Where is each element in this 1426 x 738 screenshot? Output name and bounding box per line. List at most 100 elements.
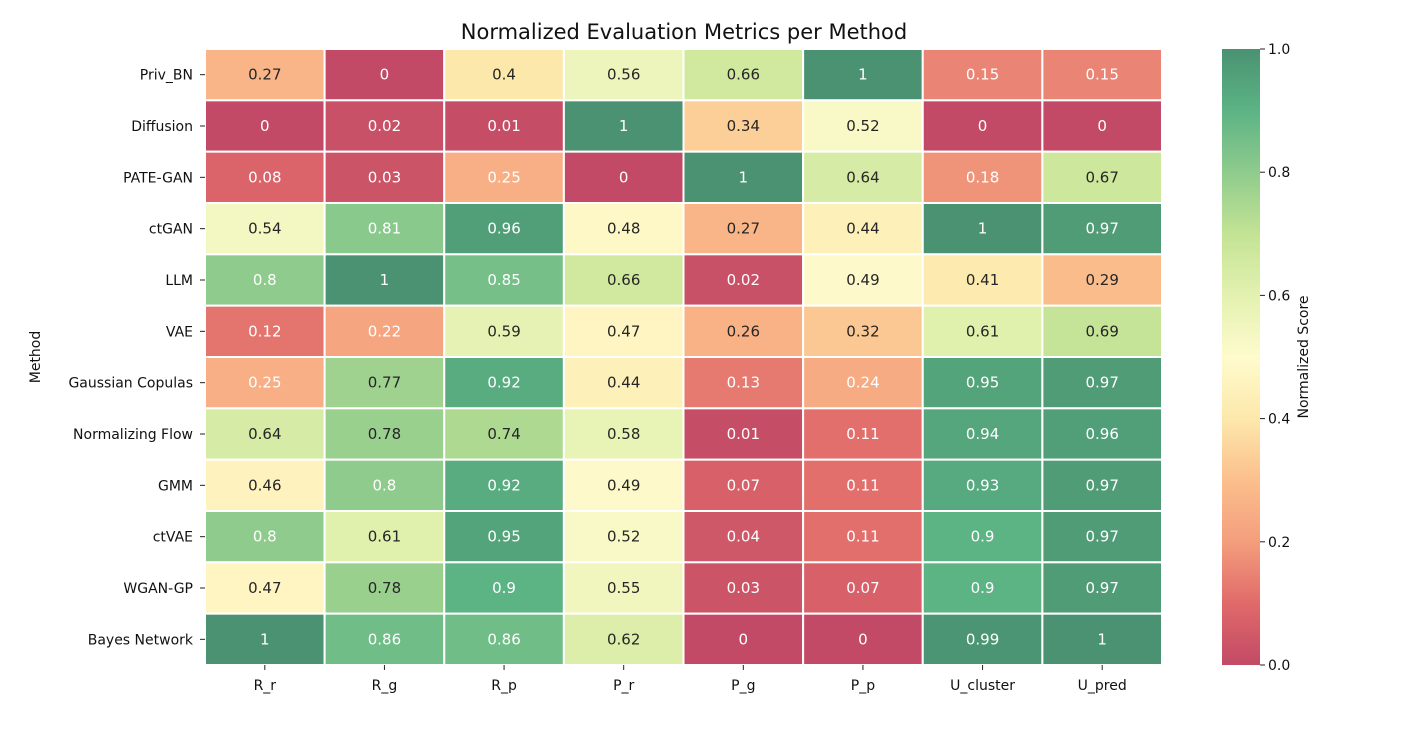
heatmap-cell bbox=[443, 202, 565, 256]
cell-value-label: 0.9 bbox=[971, 528, 995, 546]
heatmap-cell bbox=[323, 458, 446, 512]
cell-value-label: 0.93 bbox=[966, 476, 999, 494]
cell-value-label: 0.8 bbox=[253, 528, 277, 546]
x-tick-label: P_g bbox=[731, 678, 755, 694]
heatmap-cell bbox=[682, 253, 805, 307]
heatmap-cell bbox=[921, 356, 1044, 410]
cell-value-label: 1 bbox=[1097, 630, 1107, 648]
colorbar-tick-label: 1.0 bbox=[1268, 42, 1290, 58]
heatmap-cell bbox=[1041, 356, 1163, 410]
cell-value-label: 1 bbox=[858, 66, 868, 84]
cell-value-label: 0.95 bbox=[487, 528, 520, 546]
y-tick-label: GMM bbox=[158, 478, 193, 494]
cell-value-label: 0 bbox=[1097, 117, 1107, 135]
cell-value-label: 0.86 bbox=[368, 630, 401, 648]
cell-value-label: 1 bbox=[260, 630, 270, 648]
cell-value-label: 0 bbox=[260, 117, 270, 135]
cell-value-label: 0.15 bbox=[1085, 66, 1118, 84]
cell-value-label: 0.29 bbox=[1085, 271, 1118, 289]
cell-value-label: 0.9 bbox=[971, 579, 995, 597]
heatmap-cell bbox=[682, 304, 805, 358]
cell-value-label: 0 bbox=[858, 630, 868, 648]
x-tick-labels: R_r R_g R_p P_r P_g P_p U_cluster U_pred bbox=[254, 665, 1127, 694]
cell-value-label: 0.97 bbox=[1085, 476, 1118, 494]
x-tick-label: U_cluster bbox=[950, 678, 1015, 694]
cell-value-label: 0.44 bbox=[846, 220, 879, 238]
cell-value-label: 0.55 bbox=[607, 579, 640, 597]
heatmap-cell bbox=[1041, 150, 1163, 205]
heatmap-cell bbox=[682, 561, 805, 615]
heatmap-cell bbox=[1041, 612, 1163, 667]
cell-value-label: 0.74 bbox=[487, 425, 520, 443]
cell-value-label: 1 bbox=[380, 271, 390, 289]
cell-value-label: 0.86 bbox=[487, 630, 520, 648]
y-tick-label: Gaussian Copulas bbox=[68, 376, 193, 392]
heatmap-cell bbox=[802, 99, 924, 153]
heatmap-cell bbox=[921, 202, 1044, 256]
heatmap-cell bbox=[682, 202, 805, 256]
heatmap-cell bbox=[802, 48, 924, 102]
y-tick-label: ctGAN bbox=[149, 222, 193, 238]
cell-value-label: 0.15 bbox=[966, 66, 999, 84]
cell-value-label: 0.03 bbox=[368, 168, 401, 186]
cell-value-label: 0.78 bbox=[368, 425, 401, 443]
heatmap-cell bbox=[323, 356, 446, 410]
colorbar-label: Normalized Score bbox=[1296, 295, 1312, 418]
chart-title: Normalized Evaluation Metrics per Method bbox=[461, 20, 907, 44]
y-tick-label: VAE bbox=[166, 324, 193, 340]
heatmap-cell bbox=[921, 510, 1044, 564]
heatmap-cell bbox=[323, 561, 446, 615]
heatmap-cell bbox=[921, 612, 1044, 667]
cell-value-label: 0.02 bbox=[368, 117, 401, 135]
cell-value-label: 0.22 bbox=[368, 322, 401, 340]
cell-value-label: 0.8 bbox=[373, 476, 397, 494]
heatmap-cell bbox=[921, 304, 1044, 358]
cell-value-label: 0.66 bbox=[727, 66, 760, 84]
y-tick-label: LLM bbox=[165, 273, 193, 289]
cell-value-label: 0.01 bbox=[487, 117, 520, 135]
cell-value-label: 0.25 bbox=[487, 168, 520, 186]
y-tick-label: Diffusion bbox=[131, 119, 193, 135]
cell-value-label: 0 bbox=[978, 117, 988, 135]
heatmap-cell bbox=[682, 510, 805, 564]
cell-value-label: 0.11 bbox=[846, 528, 879, 546]
cell-value-label: 0.4 bbox=[492, 66, 516, 84]
cell-value-label: 0 bbox=[380, 66, 390, 84]
heatmap-cell bbox=[323, 150, 446, 205]
cell-value-label: 0.67 bbox=[1085, 168, 1118, 186]
cell-value-label: 0.08 bbox=[248, 168, 281, 186]
heatmap-cell bbox=[204, 612, 326, 667]
heatmap-cell bbox=[443, 356, 565, 410]
cell-value-label: 0.34 bbox=[727, 117, 760, 135]
x-tick-label: R_g bbox=[372, 678, 398, 694]
cell-value-label: 0.49 bbox=[607, 476, 640, 494]
heatmap-cell bbox=[443, 458, 565, 512]
heatmap-cells: 0.27 0 0.4 0.56 0.66 1 0.15 0.15 0 0.02 0.01 1 0.34 0… bbox=[204, 48, 1163, 667]
heatmap-cell bbox=[1041, 99, 1163, 153]
cell-value-label: 0.78 bbox=[368, 579, 401, 597]
cell-value-label: 0.46 bbox=[248, 476, 281, 494]
colorbar-tick-label: 0.6 bbox=[1268, 288, 1290, 304]
y-axis-label: Method bbox=[28, 331, 44, 384]
y-tick-label: WGAN-GP bbox=[123, 581, 193, 597]
x-tick-label: U_pred bbox=[1078, 678, 1127, 694]
cell-value-label: 0.44 bbox=[607, 374, 640, 392]
x-tick-label: R_r bbox=[254, 678, 277, 694]
heatmap-cell bbox=[443, 407, 565, 461]
cell-value-label: 0.99 bbox=[966, 630, 999, 648]
heatmap-cell bbox=[204, 356, 326, 410]
cell-value-label: 0.9 bbox=[492, 579, 516, 597]
cell-value-label: 0.97 bbox=[1085, 374, 1118, 392]
heatmap-cell bbox=[682, 356, 805, 410]
heatmap-cell bbox=[443, 150, 565, 205]
cell-value-label: 0.58 bbox=[607, 425, 640, 443]
heatmap-cell bbox=[1041, 510, 1163, 564]
cell-value-label: 0.61 bbox=[368, 528, 401, 546]
cell-value-label: 0.95 bbox=[966, 374, 999, 392]
cell-value-label: 0.52 bbox=[607, 528, 640, 546]
cell-value-label: 0.66 bbox=[607, 271, 640, 289]
cell-value-label: 0.07 bbox=[846, 579, 879, 597]
cell-value-label: 0.27 bbox=[248, 66, 281, 84]
cell-value-label: 0.8 bbox=[253, 271, 277, 289]
x-tick-label: P_r bbox=[613, 678, 634, 694]
